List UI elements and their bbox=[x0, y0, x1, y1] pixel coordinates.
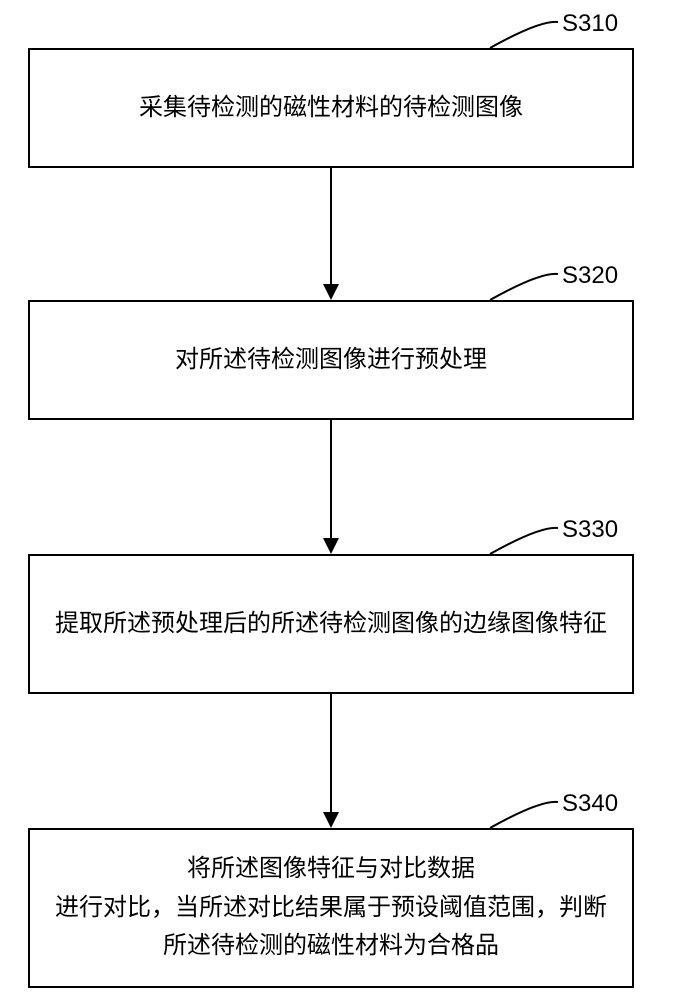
flow-arrow-head bbox=[323, 538, 339, 554]
flow-arrow-head bbox=[323, 812, 339, 828]
callout-curve bbox=[0, 0, 694, 1000]
flow-arrow-line bbox=[330, 168, 332, 286]
flow-arrow-head bbox=[323, 284, 339, 300]
flow-arrow-line bbox=[330, 694, 332, 814]
flowchart-canvas: 采集待检测的磁性材料的待检测图像S310对所述待检测图像进行预处理S320提取所… bbox=[0, 0, 694, 1000]
flow-arrow-line bbox=[330, 420, 332, 540]
